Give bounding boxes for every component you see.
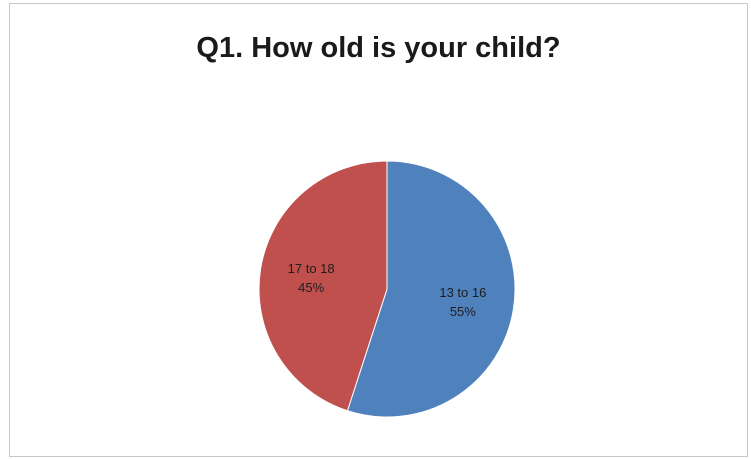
slice-label-1: 17 to 18 [288,261,335,276]
pie-slice-0 [346,160,516,418]
chart-title: Q1. How old is your child? [196,32,561,64]
slice-percent-0: 55% [450,304,476,319]
slice-percent-1: 45% [298,280,324,295]
pie-slice-1 [258,160,388,412]
slice-label-0: 13 to 16 [439,285,486,300]
